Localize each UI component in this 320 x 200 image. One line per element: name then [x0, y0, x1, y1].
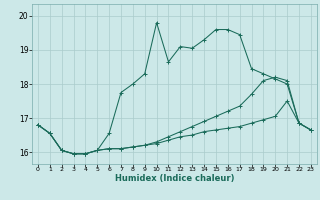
X-axis label: Humidex (Indice chaleur): Humidex (Indice chaleur): [115, 174, 234, 183]
